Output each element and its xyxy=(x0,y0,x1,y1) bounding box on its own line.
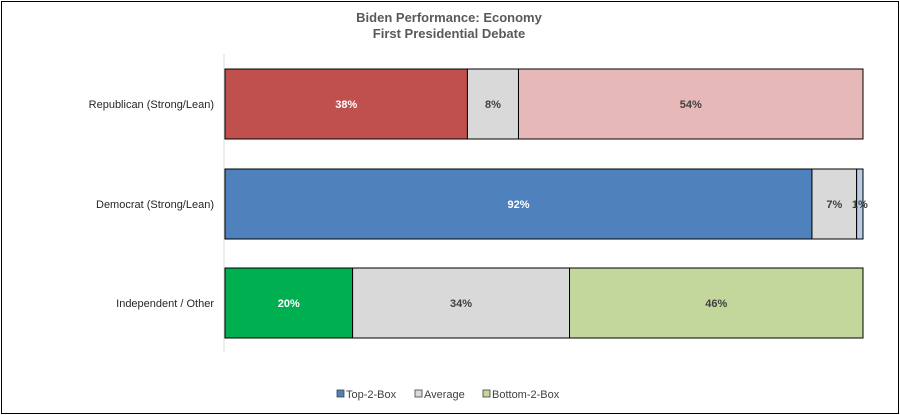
legend-label: Bottom-2-Box xyxy=(492,389,560,401)
category-label: Republican (Strong/Lean) xyxy=(89,99,214,111)
data-label: 20% xyxy=(278,298,300,310)
bar-top-2-box xyxy=(224,267,354,339)
legend-label: Average xyxy=(424,389,465,401)
legend-swatch xyxy=(482,389,491,398)
legend-swatch xyxy=(336,389,345,398)
category-label: Democrat (Strong/Lean) xyxy=(96,199,214,211)
legend-label: Top-2-Box xyxy=(346,389,397,401)
legend-swatch xyxy=(414,389,423,398)
data-label: 92% xyxy=(507,199,529,211)
bar-top-2-box xyxy=(224,68,468,140)
chart-subtitle: First Presidential Debate xyxy=(373,26,525,41)
category-label: Independent / Other xyxy=(116,298,214,310)
bar-bottom-2-box xyxy=(517,68,864,140)
data-label: 7% xyxy=(826,199,842,211)
bar-average xyxy=(811,168,858,240)
data-label: 54% xyxy=(680,99,702,111)
bar-average xyxy=(466,68,519,140)
bars-group: Republican (Strong/Lean) 38% 8% 54% Democrat… xyxy=(89,68,868,339)
bar-bottom-2-box xyxy=(856,168,864,240)
data-label: 34% xyxy=(450,298,472,310)
legend: Top-2-Box Average Bottom-2-Box xyxy=(336,389,560,401)
data-label: 46% xyxy=(705,298,727,310)
data-label: 38% xyxy=(335,99,357,111)
data-label: 1% xyxy=(852,199,868,211)
data-label: 8% xyxy=(485,99,501,111)
chart-title: Biden Performance: Economy xyxy=(356,10,542,25)
bar-bottom-2-box xyxy=(569,267,864,339)
